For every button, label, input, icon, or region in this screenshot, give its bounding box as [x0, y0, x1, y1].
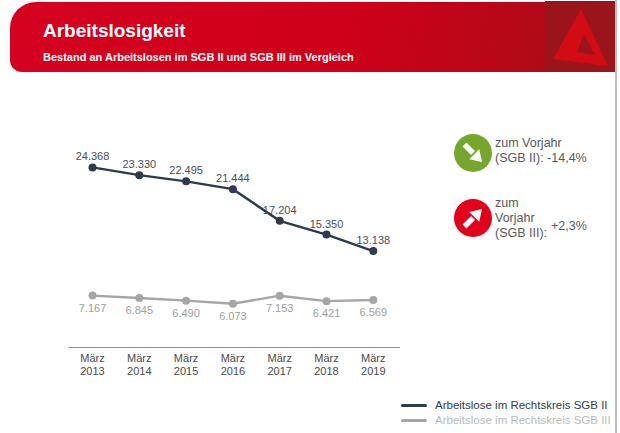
page-right-border — [615, 0, 617, 433]
data-point — [135, 294, 143, 302]
legend-label-sgb3: Arbeitslose im Rechtskreis SGB III — [435, 414, 611, 426]
tick-label: 2019 — [361, 365, 385, 377]
data-point — [323, 231, 331, 239]
tick-label: 2014 — [127, 365, 151, 377]
tick-label: März — [221, 352, 245, 364]
data-point — [369, 296, 377, 304]
data-point — [276, 217, 284, 225]
data-point — [89, 292, 97, 300]
value-label: 22.495 — [169, 164, 203, 176]
legend-row-sgb2: Arbeitslose im Rechtskreis SGB II — [401, 399, 611, 411]
arrow-up-right-icon — [454, 199, 492, 237]
value-label: 6.073 — [219, 310, 247, 322]
legend-label-sgb2: Arbeitslose im Rechtskreis SGB II — [435, 399, 608, 411]
value-label: 6.421 — [313, 307, 341, 319]
data-point — [276, 292, 284, 300]
data-point — [89, 163, 97, 171]
data-point — [229, 185, 237, 193]
value-label: 24.368 — [76, 150, 110, 162]
value-label: 7.153 — [266, 302, 294, 314]
tick-label: März — [127, 352, 151, 364]
legend-line-sgb2 — [401, 404, 427, 407]
arrow-down-right-icon — [454, 134, 492, 172]
indicator-sgb2-text: zum Vorjahr (SGB II): -14,4% — [495, 136, 587, 166]
tick-label: März — [174, 352, 198, 364]
tick-label: März — [80, 352, 104, 364]
data-point — [135, 171, 143, 179]
legend-line-sgb3 — [401, 419, 427, 422]
value-label: 7.167 — [79, 302, 107, 314]
tick-label: 2015 — [174, 365, 198, 377]
data-point — [369, 247, 377, 255]
value-label: 6.569 — [360, 306, 388, 318]
value-label: 6.490 — [172, 307, 200, 319]
value-label: 17.204 — [263, 204, 297, 216]
value-label: 23.330 — [122, 158, 156, 170]
tick-label: 2018 — [314, 365, 338, 377]
tick-label: 2017 — [267, 365, 291, 377]
data-point — [182, 177, 190, 185]
data-point — [229, 300, 237, 308]
indicator-sgb3-text: zum Vorjahr (SGB III): — [495, 196, 547, 241]
value-label: 13.138 — [356, 234, 390, 246]
data-point — [323, 297, 331, 305]
indicator-sgb3-value: +2,3% — [551, 219, 587, 233]
tick-label: 2016 — [221, 365, 245, 377]
value-label: 15.350 — [310, 218, 344, 230]
tick-label: März — [314, 352, 338, 364]
value-label: 21.444 — [216, 172, 250, 184]
tick-label: 2013 — [80, 365, 104, 377]
chart-legend: Arbeitslose im Rechtskreis SGB II Arbeit… — [401, 399, 611, 429]
data-point — [182, 297, 190, 305]
tick-label: März — [267, 352, 291, 364]
tick-label: März — [361, 352, 385, 364]
legend-row-sgb3: Arbeitslose im Rechtskreis SGB III — [401, 414, 611, 426]
value-label: 6.845 — [126, 304, 154, 316]
